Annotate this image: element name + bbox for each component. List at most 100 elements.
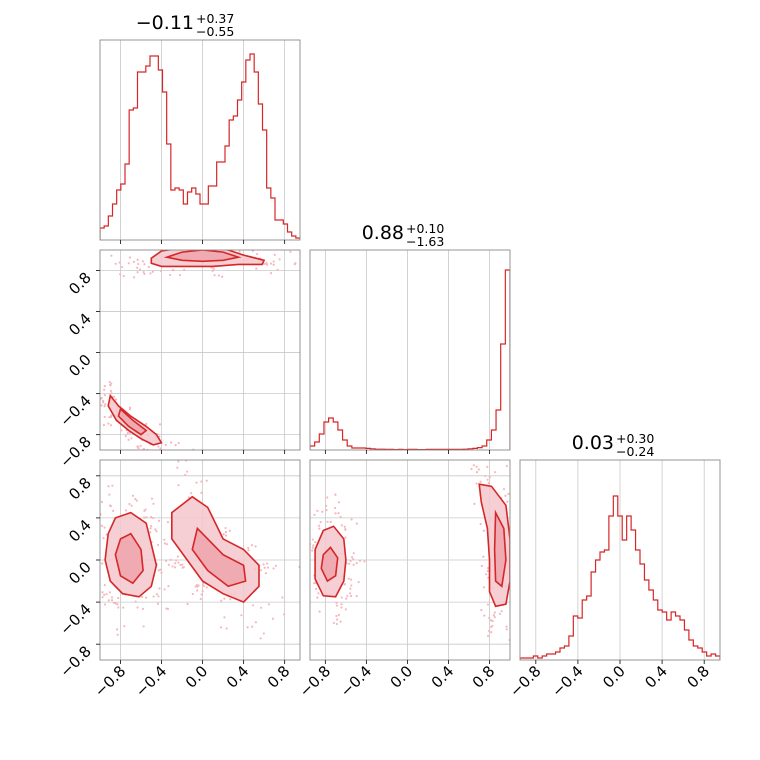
scatter-point bbox=[122, 274, 125, 278]
scatter-point bbox=[486, 567, 490, 570]
contour-fill-inner bbox=[115, 533, 144, 584]
scatter-point bbox=[311, 262, 313, 264]
y-tick-label: 0.4 bbox=[65, 516, 95, 546]
scatter-point bbox=[513, 607, 515, 609]
scatter-point bbox=[482, 555, 485, 558]
scatter-point bbox=[154, 458, 156, 460]
scatter-point bbox=[159, 568, 162, 571]
scatter-point bbox=[147, 247, 149, 249]
scatter-point bbox=[134, 600, 137, 603]
scatter-point bbox=[171, 467, 173, 469]
scatter-point bbox=[163, 538, 166, 541]
scatter-point bbox=[511, 478, 513, 480]
scatter-point bbox=[136, 266, 139, 269]
scatter-point bbox=[213, 235, 215, 237]
title-upper-error: +0.30 bbox=[616, 431, 654, 446]
scatter-point bbox=[480, 609, 483, 612]
scatter-point bbox=[223, 616, 226, 619]
scatter-point bbox=[314, 541, 317, 544]
scatter-point bbox=[155, 530, 158, 533]
scatter-point bbox=[519, 453, 521, 455]
scatter-point bbox=[171, 565, 174, 568]
scatter-point bbox=[110, 254, 113, 257]
scatter-point bbox=[266, 562, 269, 565]
scatter-point bbox=[120, 429, 123, 432]
scatter-point bbox=[109, 383, 112, 386]
scatter-point bbox=[181, 563, 184, 566]
title-upper-error: +0.37 bbox=[196, 11, 234, 26]
scatter-point bbox=[479, 522, 482, 526]
panel-frame bbox=[309, 459, 511, 661]
scatter-point bbox=[238, 250, 241, 253]
scatter-point bbox=[159, 447, 162, 450]
scatter-point bbox=[149, 272, 152, 275]
scatter-point bbox=[491, 619, 494, 623]
scatter-point bbox=[255, 267, 258, 270]
y-tick-label: −0.8 bbox=[56, 433, 94, 471]
scatter-point bbox=[219, 626, 223, 629]
scatter-point bbox=[114, 262, 117, 265]
scatter-point bbox=[475, 470, 479, 474]
scatter-point bbox=[349, 559, 352, 563]
scatter-point bbox=[177, 484, 180, 487]
panel-plot-area bbox=[100, 40, 300, 240]
scatter-point bbox=[259, 637, 262, 640]
scatter-point bbox=[105, 533, 108, 536]
scatter-point bbox=[197, 584, 200, 587]
scatter-point bbox=[317, 592, 320, 595]
scatter-point bbox=[311, 549, 314, 552]
scatter-point bbox=[224, 534, 228, 537]
scatter-points bbox=[302, 453, 524, 642]
scatter-point bbox=[340, 606, 343, 609]
scatter-point bbox=[352, 563, 355, 566]
scatter-point bbox=[102, 424, 105, 427]
scatter-point bbox=[473, 502, 476, 506]
scatter-point bbox=[114, 602, 117, 605]
scatter-point bbox=[302, 543, 304, 545]
scatter-point bbox=[241, 246, 243, 248]
scatter-point bbox=[335, 601, 338, 605]
contour-fill-inner bbox=[166, 250, 239, 262]
scatter-point bbox=[335, 622, 338, 626]
scatter-point bbox=[236, 243, 238, 245]
x-tick-label: 0.8 bbox=[469, 662, 499, 692]
scatter-point bbox=[171, 241, 173, 243]
scatter-point bbox=[209, 244, 211, 246]
scatter-point bbox=[316, 596, 319, 599]
scatter-point bbox=[347, 577, 350, 580]
scatter-point bbox=[484, 474, 487, 478]
scatter-point bbox=[269, 262, 273, 265]
scatter-point bbox=[163, 588, 166, 591]
scatter-point bbox=[132, 260, 136, 264]
scatter-point bbox=[119, 273, 122, 276]
scatter-point bbox=[333, 506, 337, 510]
scatter-point bbox=[250, 236, 252, 238]
scatter-point bbox=[158, 423, 162, 426]
scatter-point bbox=[482, 586, 486, 589]
title-lower-error: −1.63 bbox=[406, 234, 444, 249]
scatter-point bbox=[135, 499, 138, 502]
panel-plot-area bbox=[520, 460, 720, 660]
scatter-point bbox=[149, 516, 153, 519]
scatter-point bbox=[213, 274, 216, 277]
scatter-point bbox=[101, 591, 104, 594]
panel-0-0 bbox=[99, 39, 301, 244]
scatter-point bbox=[522, 540, 524, 542]
scatter-point bbox=[84, 388, 86, 390]
contour-line-inner bbox=[320, 546, 339, 583]
x-tick-label: −0.8 bbox=[296, 662, 334, 700]
scatter-point bbox=[166, 521, 170, 524]
y-tick-label: 0.8 bbox=[65, 474, 95, 504]
scatter-point bbox=[157, 569, 160, 572]
scatter-point bbox=[220, 599, 223, 602]
scatter-point bbox=[157, 519, 161, 522]
scatter-point bbox=[332, 621, 335, 625]
scatter-point bbox=[202, 582, 205, 585]
panel-2-1: −0.8 −0.4 0.0 0.4 0.8 bbox=[296, 453, 524, 701]
scatter-point bbox=[262, 632, 265, 635]
scatter-point bbox=[255, 252, 259, 256]
scatter-point bbox=[151, 270, 154, 273]
contour-fill-inner bbox=[494, 512, 506, 587]
scatter-point bbox=[136, 606, 139, 609]
scatter-point bbox=[498, 612, 501, 615]
